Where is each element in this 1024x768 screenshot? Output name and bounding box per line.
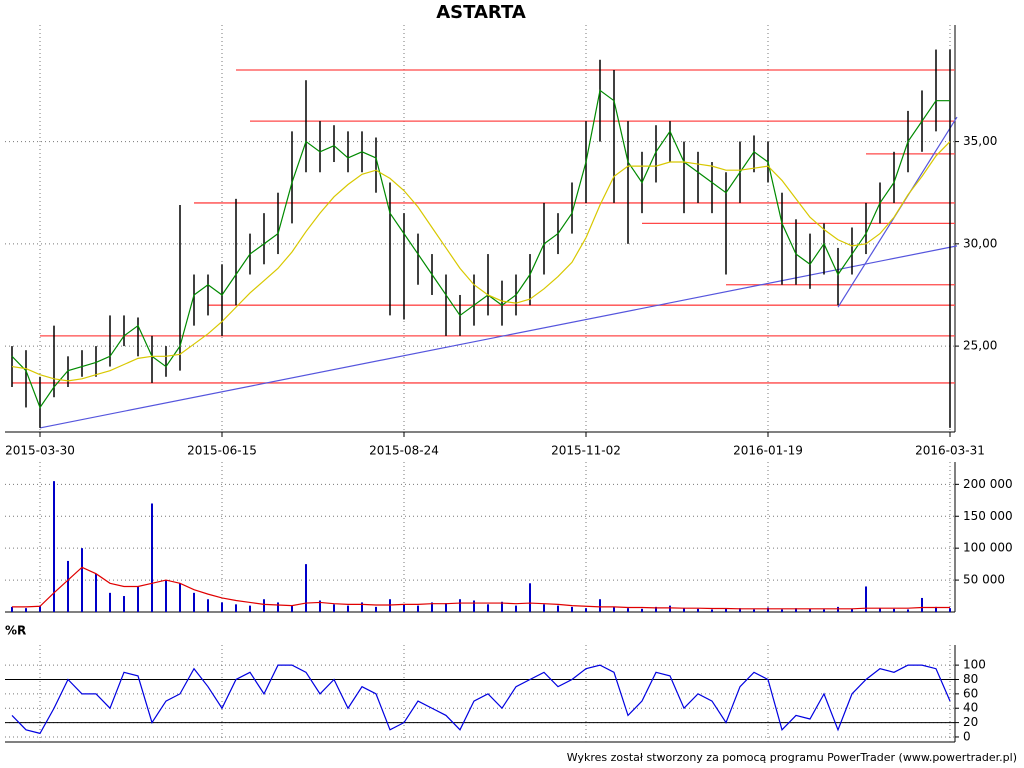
- indicator-line: [11, 664, 951, 735]
- y-tick-label: 35,00: [963, 134, 997, 148]
- y-tick-label: 60: [963, 686, 978, 700]
- volume-bar: [347, 605, 349, 612]
- volume-bar: [515, 605, 517, 612]
- volume-bar: [683, 608, 685, 612]
- volume-bar: [753, 609, 755, 612]
- volume-bar: [53, 481, 55, 612]
- volume-average: [12, 566, 950, 610]
- volume-bar: [557, 605, 559, 612]
- y-tick-label: 0: [963, 729, 971, 743]
- y-tick-label: 30,00: [963, 236, 997, 250]
- volume-bar: [25, 608, 27, 612]
- volume-bar: [459, 599, 461, 612]
- volume-bar: [375, 606, 377, 612]
- volume-bar: [739, 608, 741, 612]
- volume-bar: [851, 608, 853, 612]
- volume-bar: [319, 600, 321, 612]
- y-tick-label: 25,00: [963, 339, 997, 353]
- volume-bar: [501, 601, 503, 612]
- volume-bar: [809, 608, 811, 612]
- panel-title: %R: [5, 624, 26, 638]
- volume-bar: [81, 548, 83, 612]
- volume-bar: [277, 602, 279, 612]
- volume-bar: [711, 609, 713, 612]
- volume-bar: [263, 599, 265, 612]
- volume-bar: [823, 609, 825, 612]
- volume-bar: [613, 606, 615, 612]
- volume-bar: [585, 608, 587, 612]
- volume-bar: [543, 604, 545, 612]
- y-tick-label: 150 000: [963, 509, 1013, 523]
- volume-bar: [151, 503, 153, 612]
- volume-bar: [487, 604, 489, 612]
- volume-bar: [431, 602, 433, 612]
- volume-bar: [221, 602, 223, 612]
- volume-bar: [67, 560, 69, 612]
- y-tick-label: 100 000: [963, 541, 1013, 555]
- volume-bar: [837, 606, 839, 612]
- volume-bar: [333, 604, 335, 612]
- y-tick-label: 50 000: [963, 573, 1005, 587]
- volume-bar: [865, 586, 867, 612]
- volume-bar: [655, 606, 657, 612]
- volume-bar: [795, 608, 797, 612]
- volume-bar: [389, 599, 391, 612]
- x-tick-label: 2015-11-02: [551, 444, 621, 458]
- volume-bar: [627, 608, 629, 612]
- trend-line: [39, 245, 958, 429]
- volume-bar: [249, 605, 251, 612]
- x-tick-label: 2015-08-24: [369, 444, 439, 458]
- volume-bar: [935, 606, 937, 612]
- footer: Wykres został stworzony za pomocą progra…: [567, 751, 1017, 764]
- volume-bar: [39, 605, 41, 612]
- average-line: [11, 89, 950, 409]
- volume-bar: [109, 592, 111, 612]
- x-tick-label: 2015-06-15: [187, 444, 257, 458]
- volume-bar: [599, 599, 601, 612]
- y-tick-label: 20: [963, 715, 978, 729]
- x-tick-label: 2015-03-30: [5, 444, 75, 458]
- volume-bar: [473, 600, 475, 612]
- average-line: [11, 141, 951, 382]
- volume-bar: [235, 604, 237, 612]
- volume-bar: [193, 592, 195, 612]
- volume-bar: [291, 605, 293, 612]
- y-tick-label: 100: [963, 658, 986, 672]
- y-tick-label: 200 000: [963, 477, 1013, 491]
- volume-bar: [907, 609, 909, 612]
- volume-bar: [697, 608, 699, 612]
- volume-bar: [879, 608, 881, 612]
- chart-title: ASTARTA: [436, 2, 526, 23]
- volume-bar: [417, 605, 419, 612]
- volume-bar: [781, 609, 783, 612]
- volume-bar: [949, 608, 951, 612]
- volume-bar: [165, 580, 167, 612]
- volume-bar: [305, 564, 307, 612]
- volume-bar: [11, 606, 13, 612]
- volume-bar: [571, 606, 573, 612]
- volume-bar: [921, 597, 923, 612]
- volume-bar: [207, 599, 209, 612]
- volume-bar: [669, 605, 671, 612]
- volume-bar: [179, 583, 181, 612]
- x-tick-label: 2016-01-19: [733, 444, 803, 458]
- volume-bar: [641, 608, 643, 612]
- volume-bar: [361, 602, 363, 612]
- volume-bar: [445, 603, 447, 612]
- y-tick-label: 80: [963, 672, 978, 686]
- x-tick-label: 2016-03-31: [915, 444, 985, 458]
- volume-bar: [137, 586, 139, 612]
- volume-bar: [123, 596, 125, 612]
- volume-bar: [893, 608, 895, 612]
- volume-bar: [95, 573, 97, 612]
- volume-bar: [725, 608, 727, 612]
- volume-bar: [767, 607, 769, 612]
- y-tick-label: 40: [963, 701, 978, 715]
- volume-bar: [403, 604, 405, 612]
- volume-bar: [529, 583, 531, 612]
